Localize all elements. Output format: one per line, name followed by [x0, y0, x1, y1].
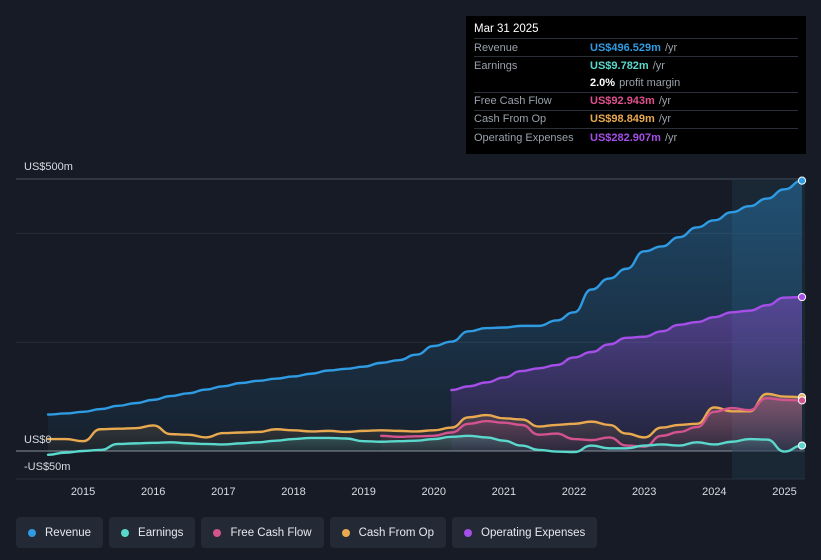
legend-item-revenue[interactable]: Revenue: [16, 517, 104, 548]
free-cash-flow-line: [379, 397, 804, 448]
revenue-end-point: [797, 176, 807, 185]
free-cash-flow-end-point: [797, 396, 807, 405]
earnings-area: [48, 435, 802, 455]
x-tick-label: 2015: [71, 486, 95, 498]
legend-label: Earnings: [138, 526, 184, 539]
legend-dot-icon: [341, 528, 350, 537]
cash-from-op-area: [48, 393, 802, 451]
tooltip-value: US$9.782m: [590, 59, 649, 72]
operating-expenses-line: [450, 295, 804, 392]
x-tick-label: 2020: [422, 486, 446, 498]
x-tick-label: 2022: [562, 486, 586, 498]
tooltip-row-cash-from-op: Cash From Op US$98.849m /yr: [474, 109, 798, 128]
tooltip-label: Cash From Op: [474, 113, 547, 126]
series-lines: [46, 179, 804, 457]
operating-expenses-end-point: [797, 292, 807, 302]
chart: US$500m US$0 -US$50m 2015 2016 2017 2018 201…: [16, 161, 807, 498]
tooltip-unit: profit margin: [619, 76, 681, 89]
tooltip-value: US$98.849m: [590, 113, 655, 126]
tooltip-value: US$92.943m: [590, 95, 655, 108]
tooltip-unit: /yr: [664, 41, 678, 54]
legend-dot-icon: [121, 528, 130, 537]
tooltip-date: Mar 31 2025: [474, 23, 539, 35]
revenue-line: [46, 179, 804, 416]
legend-dot-icon: [28, 528, 36, 537]
legend-item-earnings[interactable]: Earnings: [109, 517, 196, 548]
tooltip-row-earnings: Earnings US$9.782m /yr: [474, 56, 798, 74]
tooltip-row-revenue: Revenue US$496.529m /yr: [474, 38, 798, 56]
cash-from-op-line: [46, 392, 804, 443]
tooltip-value: 2.0%: [590, 76, 616, 89]
tooltip-panel: Mar 31 2025 Revenue US$496.529m /yr Earn…: [466, 16, 806, 154]
legend-dot-icon: [464, 528, 473, 537]
legend-label: Revenue: [45, 526, 92, 539]
tooltip-row-free-cash-flow: Free Cash Flow US$92.943m /yr: [474, 91, 798, 110]
legend-dot-icon: [213, 528, 222, 537]
x-tick-label: 2021: [492, 486, 516, 498]
x-tick-label: 2017: [211, 486, 235, 498]
tooltip-unit: /yr: [664, 131, 678, 144]
x-tick-label: 2018: [281, 486, 305, 498]
x-tick-label: 2025: [772, 486, 796, 498]
tooltip-unit: /yr: [658, 113, 672, 126]
tooltip-label: Operating Expenses: [474, 131, 574, 144]
x-tick-label: 2024: [702, 486, 726, 498]
tooltip-label: Free Cash Flow: [474, 95, 552, 108]
x-axis-ticks: 2015 2016 2017 2018 2019 2020 2021 2022 2023 2024…: [71, 486, 797, 498]
legend: Revenue Earnings Free Cash Flow Cash Fro…: [16, 517, 598, 548]
x-tick-label: 2016: [141, 486, 165, 498]
series-areas: [48, 180, 802, 455]
y-axis-label-top: US$500m: [24, 161, 73, 173]
y-axis-label-bottom: -US$50m: [24, 461, 70, 473]
x-tick-label: 2019: [351, 486, 375, 498]
tooltip-unit: /yr: [652, 59, 665, 72]
legend-label: Free Cash Flow: [230, 526, 312, 539]
x-tick-label: 2023: [632, 486, 656, 498]
tooltip-unit: /yr: [658, 95, 672, 108]
legend-item-operating-expenses[interactable]: Operating Expenses: [452, 517, 598, 548]
tooltip-value: US$282.907m: [590, 131, 661, 144]
legend-item-cash-from-op[interactable]: Cash From Op: [329, 517, 447, 548]
legend-item-free-cash-flow[interactable]: Free Cash Flow: [201, 517, 324, 548]
tooltip-label: Revenue: [474, 41, 519, 54]
legend-label: Cash From Op: [358, 526, 435, 539]
tooltip-label: Earnings: [474, 59, 518, 72]
earnings-end-point: [797, 441, 807, 450]
tooltip-value: US$496.529m: [590, 41, 661, 54]
earnings-line: [46, 434, 804, 457]
series-end-markers: [797, 176, 807, 450]
tooltip-row-operating-expenses: Operating Expenses US$282.907m /yr: [474, 127, 798, 146]
legend-label: Operating Expenses: [481, 526, 586, 539]
y-axis-label-zero: US$0: [24, 434, 52, 446]
tooltip-row-profit-margin: 2.0% profit margin: [474, 74, 798, 91]
